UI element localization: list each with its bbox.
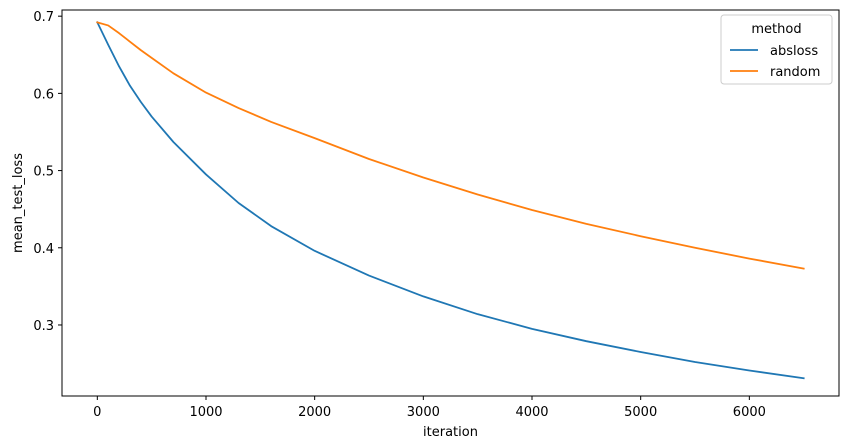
y-tick-label: 0.3 (33, 319, 54, 334)
series-line-random (96, 21, 805, 270)
legend-items: absloss random (730, 44, 820, 80)
y-tick-label: 0.7 (33, 10, 54, 25)
x-axis-label: iteration (423, 425, 478, 440)
series-line-absloss (96, 21, 805, 380)
x-tick-label: 1000 (189, 405, 222, 420)
legend-label-random: random (770, 65, 820, 80)
legend-title: method (751, 22, 801, 37)
y-axis-label: mean_test_loss (11, 153, 26, 253)
y-tick-label: 0.6 (33, 87, 54, 102)
x-tick-label: 3000 (407, 405, 440, 420)
y-tick-label: 0.5 (33, 165, 54, 180)
legend: method absloss random (720, 14, 833, 85)
x-tick-label: 4000 (515, 405, 548, 420)
y-tick-label: 0.4 (33, 242, 54, 257)
plot-frame (61, 9, 840, 397)
legend-label-absloss: absloss (770, 44, 818, 59)
x-tick-label: 2000 (298, 405, 331, 420)
x-tick-label: 0 (93, 405, 101, 420)
x-tick-label: 6000 (733, 405, 766, 420)
legend-box (720, 14, 833, 85)
plot-area (96, 21, 805, 380)
axes: 0 1000 2000 3000 4000 5000 6000 0.3 0.4 0.5 0.6 0.7 (33, 9, 840, 420)
x-tick-label: 5000 (624, 405, 657, 420)
